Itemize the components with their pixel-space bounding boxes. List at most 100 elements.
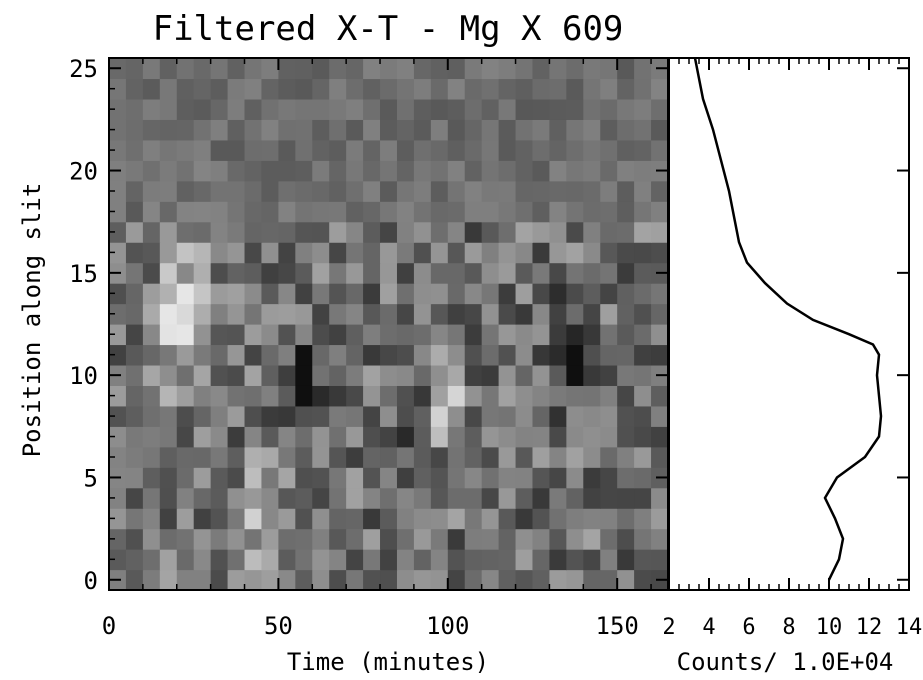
heatmap-cell — [481, 344, 500, 366]
heatmap-cell — [363, 283, 381, 305]
heatmap-cell — [549, 119, 567, 141]
heatmap-cell — [363, 467, 381, 489]
heatmap-cell — [244, 139, 263, 161]
heatmap-cell — [363, 242, 381, 264]
heatmap-cell — [109, 385, 127, 407]
heatmap-cell — [380, 569, 398, 590]
heatmap-cell — [549, 242, 567, 264]
heatmap-cell — [193, 221, 212, 243]
heatmap-cell — [278, 119, 296, 141]
heatmap-cell — [549, 303, 567, 325]
heatmap-cell — [566, 487, 584, 509]
heatmap-cell — [261, 487, 279, 509]
heatmap-cell — [481, 283, 500, 305]
heatmap-cell — [346, 364, 364, 386]
heatmap-cell — [210, 446, 229, 468]
heatmap-cell — [396, 262, 415, 284]
heatmap-cell — [244, 160, 263, 182]
heatmap-cell — [532, 467, 551, 489]
heatmap-cell — [346, 324, 364, 346]
profile-x-tick-label: 2 — [662, 615, 675, 640]
heatmap-cell — [396, 549, 415, 571]
heatmap-cell — [430, 405, 449, 427]
heatmap-cell — [380, 426, 398, 448]
heatmap-cell — [532, 58, 551, 80]
heatmap-cell — [109, 139, 127, 161]
heatmap-cell — [159, 78, 178, 100]
heatmap-cell — [464, 385, 483, 407]
heatmap-cell — [617, 303, 635, 325]
heatmap-cell — [329, 303, 347, 325]
heatmap-cell — [464, 119, 483, 141]
heatmap-cell — [244, 344, 263, 366]
profile-x-tick-label: 8 — [782, 615, 795, 640]
heatmap-cell — [447, 283, 466, 305]
heatmap-cell — [566, 446, 584, 468]
heatmap-cell — [346, 139, 364, 161]
heatmap-cell — [413, 139, 432, 161]
heatmap-cell — [549, 569, 567, 590]
heatmap-cell — [210, 508, 229, 530]
heatmap-cell — [566, 303, 584, 325]
heatmap-cell — [634, 78, 652, 100]
x-tick-label: 100 — [426, 612, 469, 640]
heatmap-cell — [380, 160, 398, 182]
heatmap-cell — [651, 221, 668, 243]
heatmap-cell — [193, 487, 212, 509]
heatmap-cell — [261, 426, 279, 448]
heatmap-cell — [634, 385, 652, 407]
heatmap-cell — [329, 487, 347, 509]
heatmap-cell — [227, 324, 246, 346]
heatmap-cell — [651, 508, 668, 530]
heatmap-cell — [210, 344, 229, 366]
profile-x-axis-label: Counts/ 1.0E+04 — [677, 648, 894, 676]
heatmap-cell — [464, 180, 483, 202]
heatmap-cell — [549, 446, 567, 468]
heatmap-cell — [295, 467, 313, 489]
heatmap-cell — [447, 364, 466, 386]
heatmap-cell — [464, 221, 483, 243]
heatmap-cell — [617, 242, 635, 264]
heatmap-cell — [515, 385, 534, 407]
heatmap-cell — [430, 160, 449, 182]
heatmap-cell — [413, 221, 432, 243]
heatmap-cell — [109, 201, 127, 223]
heatmap-cell — [413, 549, 432, 571]
heatmap-cell — [447, 508, 466, 530]
heatmap-cell — [312, 569, 330, 590]
heatmap-cell — [549, 262, 567, 284]
heatmap-cell — [278, 344, 296, 366]
heatmap-cell — [498, 446, 517, 468]
y-axis-label: Position along slit — [18, 183, 46, 458]
heatmap-cell — [515, 549, 534, 571]
heatmap-cell — [346, 262, 364, 284]
heatmap-cell — [142, 180, 161, 202]
heatmap-cell — [583, 283, 601, 305]
heatmap-cell — [498, 487, 517, 509]
heatmap-cell — [142, 549, 161, 571]
heatmap-cell — [447, 221, 466, 243]
heatmap-cell — [210, 139, 229, 161]
heatmap-cell — [125, 98, 144, 120]
heatmap-cell — [142, 508, 161, 530]
heatmap-cell — [159, 549, 178, 571]
heatmap-cell — [651, 446, 668, 468]
heatmap-cell — [532, 262, 551, 284]
heatmap-cell — [227, 467, 246, 489]
heatmap-cell — [142, 364, 161, 386]
heatmap-cell — [142, 221, 161, 243]
heatmap-cell — [515, 405, 534, 427]
heatmap-cell — [125, 242, 144, 264]
heatmap-cell — [261, 549, 279, 571]
heatmap-cell — [380, 58, 398, 80]
x-tick-label: 150 — [596, 612, 639, 640]
heatmap-cell — [532, 549, 551, 571]
heatmap-cell — [363, 160, 381, 182]
heatmap-cell — [312, 201, 330, 223]
heatmap-cell — [329, 242, 347, 264]
heatmap-cell — [651, 201, 668, 223]
heatmap-cell — [363, 364, 381, 386]
heatmap-cell — [481, 98, 500, 120]
heatmap-cell — [549, 180, 567, 202]
heatmap-cell — [159, 303, 178, 325]
